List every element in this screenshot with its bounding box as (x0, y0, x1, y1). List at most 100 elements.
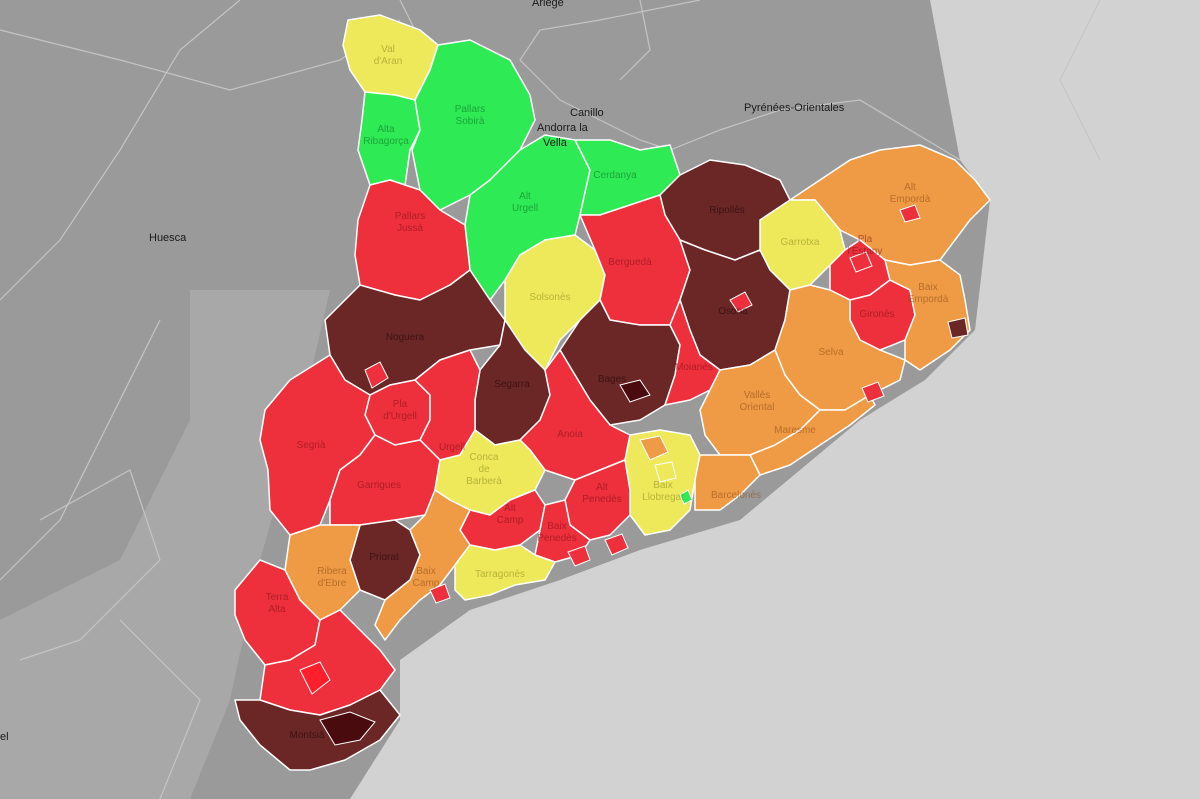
comarca-label-alt-camp: Alt Camp (497, 503, 524, 526)
comarca-label-urgell: Urgell (439, 442, 465, 453)
comarca-label-line: Vallès (744, 390, 771, 401)
comarca-label-line: Alta (268, 604, 286, 615)
comarca-label-line: Camp (497, 515, 524, 526)
municipality-highlight[interactable] (947, 317, 969, 339)
region-tarragones[interactable] (454, 544, 556, 601)
comarca-label-pallars-sobira: Pallars Sobirà (455, 104, 486, 127)
municipality-highlight[interactable] (849, 251, 873, 273)
comarca-label-segarra: Segarra (494, 379, 530, 390)
region-barcelones[interactable] (694, 454, 761, 511)
municipality-highlight[interactable] (679, 489, 693, 505)
comarca-label-val-d-aran: Val d'Aran (374, 44, 403, 67)
comarca-label-line: Terra (266, 592, 289, 603)
comarca-label-line: Pla (393, 399, 408, 410)
comarca-label-line: Alta (377, 124, 395, 135)
comarca-label-solsones: Solsonès (529, 292, 570, 303)
comarca-label-line: Baix (653, 480, 672, 491)
comarca-label-montsia: Montsià (289, 730, 324, 741)
comarca-label-line: Ripollès (709, 205, 745, 216)
comarca-label-baix-penedes: Baix Penedès (537, 521, 576, 544)
municipality-highlight[interactable] (364, 361, 389, 389)
comarca-label-pla-de-l-estany: Pla l'Estany (848, 234, 883, 257)
municipality-highlight[interactable] (861, 381, 885, 403)
comarca-label-line: Llobregat (642, 492, 684, 503)
municipality-highlight[interactable] (319, 711, 376, 746)
comarca-label-line: Montsià (289, 730, 324, 741)
label-ariege: Ariège (532, 0, 564, 9)
sea-area (350, 0, 1200, 799)
comarca-label-line: Barcelonès (711, 490, 761, 501)
comarca-label-girones: Gironès (859, 309, 894, 320)
comarca-label-line: l'Estany (848, 246, 883, 257)
comarca-label-line: Pla (858, 234, 873, 245)
comarca-label-line: Bages (598, 374, 626, 385)
municipality-highlight[interactable] (299, 661, 331, 695)
comarca-label-terra-alta: Terra Alta (266, 592, 289, 615)
comarca-label-line: Empordà (908, 294, 949, 305)
comarca-label-line: Oriental (739, 402, 774, 413)
comarca-label-line: Sobirà (456, 116, 485, 127)
label-andorra-line2: Vella (543, 137, 568, 149)
comarca-label-line: Conca (470, 452, 499, 463)
region-baix-emporda[interactable] (884, 259, 971, 371)
comarca-label-line: Anoia (557, 429, 583, 440)
region-alt-emporda[interactable] (789, 144, 991, 266)
label-edge-el: el (0, 731, 9, 743)
label-huesca: Huesca (149, 232, 187, 244)
comarca-label-line: Urgell (439, 442, 465, 453)
municipality-highlight[interactable] (604, 533, 629, 556)
comarca-label-line: Osona (718, 306, 748, 317)
lighter-land-patch (0, 290, 330, 799)
comarca-label-line: Empordà (890, 194, 931, 205)
municipality-highlight[interactable] (429, 583, 451, 604)
comarca-label-line: Camp (413, 578, 440, 589)
municipality-highlight[interactable] (899, 204, 921, 223)
comarca-label-line: de (478, 464, 490, 475)
comarca-label-garrigues: Garrigues (357, 480, 401, 491)
municipality-highlight[interactable] (619, 379, 651, 403)
comarca-label-valles-oriental: Vallès Oriental (739, 390, 774, 413)
comarca-label-line: Solsonès (529, 292, 570, 303)
comarca-label-line: Jussà (397, 223, 424, 234)
comarca-label-line: Pallars (395, 211, 426, 222)
comarca-label-line: Baix (547, 521, 566, 532)
comarca-label-pallars-jussa: Pallars Jussà (395, 211, 426, 234)
comarca-label-alt-urgell: Alt Urgell (512, 191, 538, 214)
comarca-label-priorat: Priorat (369, 552, 399, 563)
municipality-highlight[interactable] (729, 291, 753, 313)
comarca-label-line: Cerdanya (593, 170, 637, 181)
comarca-label-moianes: Moianès (675, 362, 713, 373)
comarques-layer (234, 14, 991, 771)
comarca-label-line: Noguera (386, 332, 425, 343)
comarca-label-anoia: Anoia (557, 429, 583, 440)
comarca-label-line: Tarragonès (475, 569, 525, 580)
region-baix-camp[interactable] (374, 489, 471, 641)
comarca-label-line: Penedès (582, 494, 621, 505)
comarca-label-alt-penedes: Alt Penedès (582, 482, 621, 505)
comarca-label-line: Urgell (512, 203, 538, 214)
comarca-label-line: Alt (596, 482, 608, 493)
comarca-label-line: Pallars (455, 104, 486, 115)
comarca-label-line: Garrigues (357, 480, 401, 491)
comarca-label-line: Penedès (537, 533, 576, 544)
municipality-highlight[interactable] (567, 545, 591, 567)
comarca-label-line: Baix (918, 282, 937, 293)
region-montsia[interactable] (234, 689, 401, 771)
comarca-label-line: Alt (904, 182, 916, 193)
comarca-label-line: Maresme (774, 425, 816, 436)
comarca-label-line: d'Aran (374, 56, 403, 67)
comarca-label-bages: Bages (598, 374, 626, 385)
comarca-label-tarragones: Tarragonès (475, 569, 525, 580)
label-andorra-line1: Andorra la (537, 122, 589, 134)
comarca-label-maresme: Maresme (774, 425, 816, 436)
comarca-label-alta-ribagorca: Alta Ribagorça (363, 124, 409, 147)
label-pyrenees-orientales: Pyrénées-Orientales (744, 102, 845, 114)
comarca-label-line: Gironès (859, 309, 894, 320)
municipality-highlight[interactable] (639, 435, 669, 461)
comarca-label-line: Segarra (494, 379, 530, 390)
comarca-label-line: Segrià (297, 440, 326, 451)
municipality-highlight[interactable] (654, 461, 677, 483)
comarca-label-osona: Osona (718, 306, 748, 317)
comarca-label-selva: Selva (818, 347, 843, 358)
